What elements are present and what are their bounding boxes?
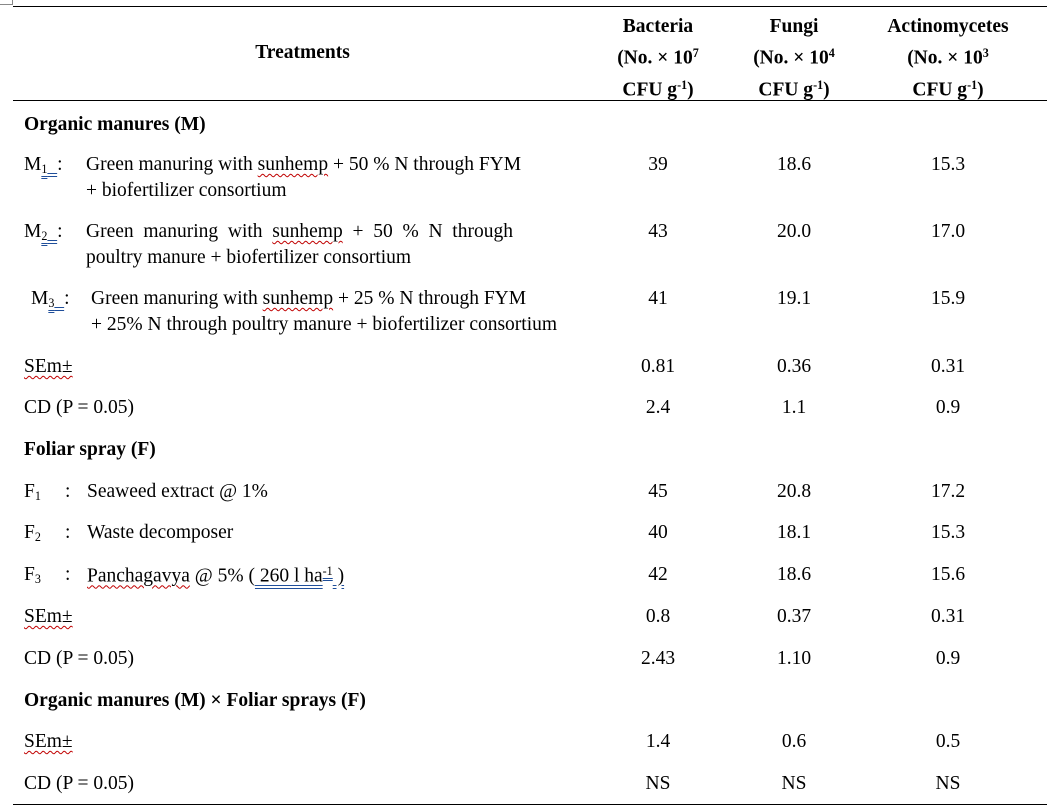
f3-description: Panchagavya @ 5% ( 260 l ha-1 ) [87,564,345,587]
mf-cd-bacteria: NS [645,773,671,794]
corner-mark [0,0,13,5]
m2-description: Green manuring with sunhemp + 50 % N thr… [86,221,513,242]
m1-bacteria: 39 [648,154,668,175]
f-sem-bacteria: 0.8 [645,606,671,627]
m-sem-fungi: 0.36 [776,356,812,377]
m3-actinomycetes: 15.9 [930,288,966,309]
f1-bacteria: 45 [648,481,668,502]
f-cd-fungi: 1.10 [776,648,812,669]
m2-bacteria: 43 [648,221,668,242]
f1-code: F1 [24,481,41,504]
f2-fungi: 18.1 [776,522,812,543]
m1-actinomycetes: 15.3 [930,154,966,175]
mf-sem-fungi: 0.6 [781,731,807,752]
f3-fungi: 18.6 [776,564,812,585]
header-rule [13,100,1047,101]
m2-code: M2 : [24,221,63,244]
header-bacteria-unit: (No. × 107 [617,46,699,69]
f1-description: Seaweed extract @ 1% [87,481,268,502]
f2-actinomycetes: 15.3 [930,522,966,543]
f2-colon: : [65,522,71,543]
header-actinomycetes-cfu: CFU g-1) [912,77,984,101]
f-sem-actinomycetes: 0.31 [930,606,966,627]
section-organic-manures: Organic manures (M) [24,114,206,135]
bottom-rule [13,804,1047,805]
f-cd-bacteria: 2.43 [640,648,676,669]
mf-cd-actinomycetes: NS [935,773,961,794]
f1-fungi: 20.8 [776,481,812,502]
m-sem-label: SEm± [24,356,73,377]
mf-sem-bacteria: 1.4 [645,731,671,752]
m-cd-fungi: 1.1 [781,397,807,418]
m1-code: M1 : [24,154,63,177]
m2-description-line2: poultry manure + biofertilizer consortiu… [86,247,412,268]
f1-colon: : [65,481,71,502]
header-actinomycetes-title: Actinomycetes [887,16,1009,37]
m-sem-bacteria: 0.81 [640,356,676,377]
f3-actinomycetes: 15.6 [930,564,966,585]
f-sem-label: SEm± [24,606,73,627]
f3-bacteria: 42 [648,564,668,585]
m1-fungi: 18.6 [776,154,812,175]
f2-bacteria: 40 [648,522,668,543]
f-cd-actinomycetes: 0.9 [935,648,961,669]
header-fungi-unit: (No. × 104 [753,46,835,69]
m3-code: M3 : [31,288,70,311]
mf-cd-fungi: NS [781,773,807,794]
f2-description: Waste decomposer [87,522,234,543]
header-bacteria-cfu: CFU g-1) [622,77,694,101]
header-actinomycetes: Actinomycetes (No. × 103 CFU g-1) [870,14,1026,103]
mf-sem-label: SEm± [24,731,73,752]
f-sem-fungi: 0.37 [776,606,812,627]
m3-bacteria: 41 [648,288,668,309]
f-cd-label: CD (P = 0.05) [24,648,134,669]
mf-cd-label: CD (P = 0.05) [24,773,134,794]
m1-description-line2: + biofertilizer consortium [86,180,287,201]
f2-code: F2 [24,522,41,545]
m-cd-bacteria: 2.4 [645,397,671,418]
m1-description: Green manuring with sunhemp + 50 % N thr… [86,154,522,175]
m2-actinomycetes: 17.0 [930,221,966,242]
m-cd-actinomycetes: 0.9 [935,397,961,418]
m3-description: Green manuring with sunhemp + 25 % N thr… [91,288,527,309]
header-fungi: Fungi (No. × 104 CFU g-1) [726,14,862,103]
header-fungi-cfu: CFU g-1) [758,77,830,101]
f3-colon: : [65,564,71,585]
f3-code: F3 [24,564,41,587]
section-interaction: Organic manures (M) × Foliar sprays (F) [24,690,366,711]
m-cd-label: CD (P = 0.05) [24,397,134,418]
header-fungi-title: Fungi [769,16,819,37]
m3-description-line2: + 25% N through poultry manure + biofert… [91,314,558,335]
header-treatments: Treatments [255,42,350,63]
header-bacteria-title: Bacteria [622,16,694,37]
f1-actinomycetes: 17.2 [930,481,966,502]
m2-fungi: 20.0 [776,221,812,242]
m-sem-actinomycetes: 0.31 [930,356,966,377]
header-bacteria: Bacteria (No. × 107 CFU g-1) [590,14,726,103]
header-actinomycetes-unit: (No. × 103 [907,46,989,69]
mf-sem-actinomycetes: 0.5 [935,731,961,752]
section-foliar-spray: Foliar spray (F) [24,439,156,460]
m3-fungi: 19.1 [776,288,812,309]
top-rule [13,6,1047,7]
